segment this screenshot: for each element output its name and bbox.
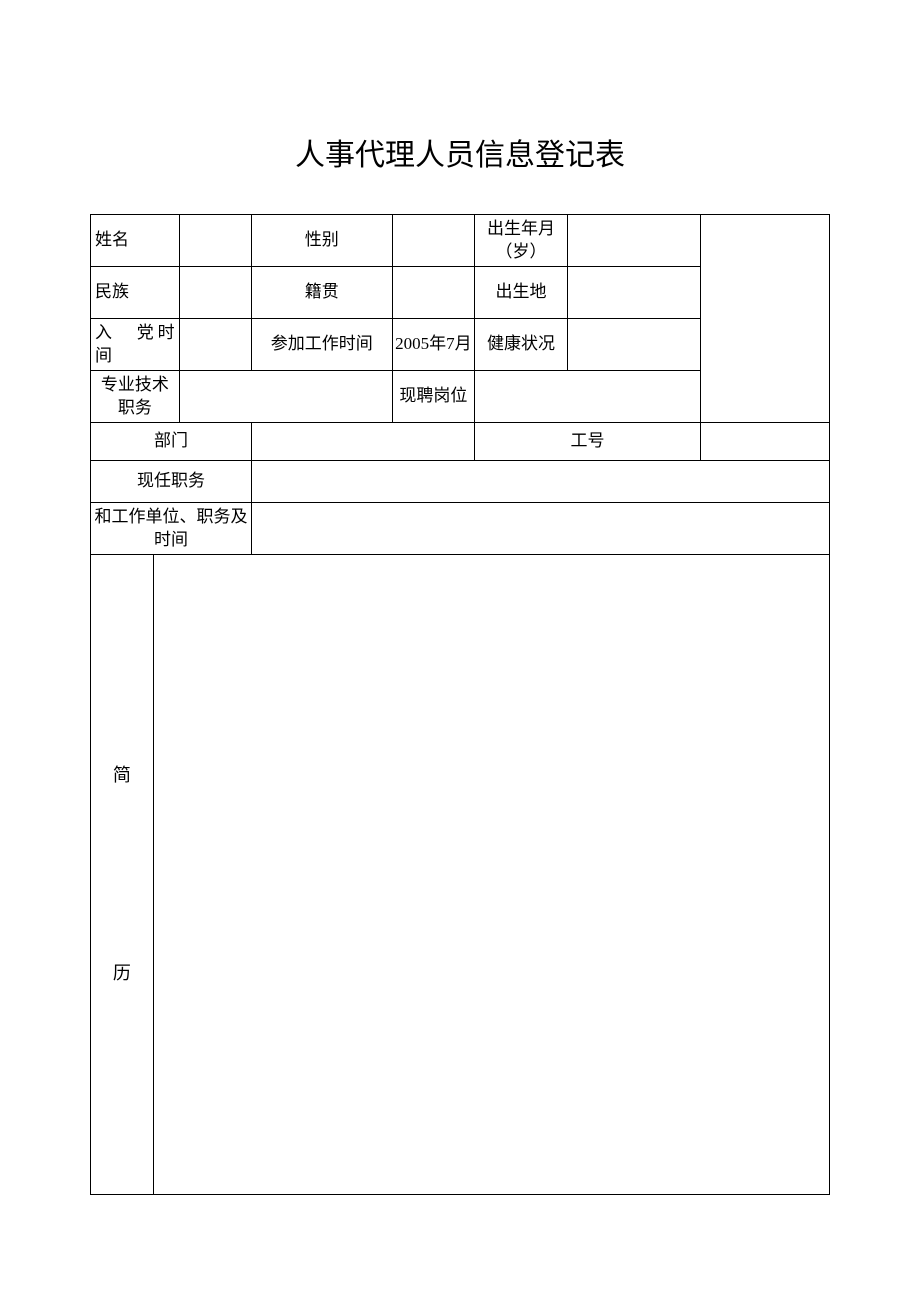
birthplace-label: 出生地	[475, 267, 567, 319]
health-value	[567, 319, 700, 371]
birth-label: 出生年月（岁）	[475, 215, 567, 267]
current-job-value	[252, 461, 830, 503]
resume-label-char-1: 简	[113, 765, 131, 785]
form-title: 人事代理人员信息登记表	[90, 130, 830, 174]
current-job-label: 现任职务	[91, 461, 252, 503]
native-place-value	[392, 267, 475, 319]
department-value	[252, 423, 475, 461]
current-post-value	[475, 371, 700, 423]
employee-id-value	[700, 423, 829, 461]
resume-value	[153, 555, 829, 1195]
work-start-label: 参加工作时间	[252, 319, 392, 371]
tech-title-value	[179, 371, 392, 423]
current-post-label: 现聘岗位	[392, 371, 475, 423]
name-label: 姓名	[91, 215, 180, 267]
department-label: 部门	[91, 423, 252, 461]
ethnicity-label: 民族	[91, 267, 180, 319]
work-unit-value	[252, 503, 830, 555]
resume-label: 简 历	[91, 555, 154, 1195]
name-value	[179, 215, 251, 267]
birthplace-value	[567, 267, 700, 319]
native-place-label: 籍贯	[252, 267, 392, 319]
ethnicity-value	[179, 267, 251, 319]
birth-value	[567, 215, 700, 267]
gender-value	[392, 215, 475, 267]
party-join-label: 入 党时 间	[91, 319, 180, 371]
tech-title-label: 专业技术职务	[91, 371, 180, 423]
work-start-value: 2005年7月	[392, 319, 475, 371]
work-unit-label: 和工作单位、职务及时间	[91, 503, 252, 555]
page-container: 人事代理人员信息登记表 姓名 性别 出生年月（岁） 民族	[0, 0, 920, 1195]
registration-table: 姓名 性别 出生年月（岁） 民族 籍贯 出生地 入 党时 间 参加工作时间 20…	[90, 214, 830, 1195]
employee-id-label: 工号	[475, 423, 700, 461]
resume-label-char-2: 历	[113, 963, 131, 983]
photo-cell	[700, 215, 829, 423]
health-label: 健康状况	[475, 319, 567, 371]
gender-label: 性别	[252, 215, 392, 267]
